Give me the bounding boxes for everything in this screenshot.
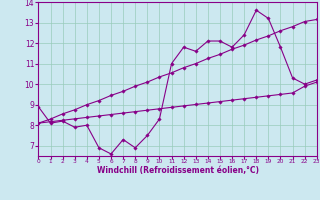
X-axis label: Windchill (Refroidissement éolien,°C): Windchill (Refroidissement éolien,°C): [97, 166, 259, 175]
